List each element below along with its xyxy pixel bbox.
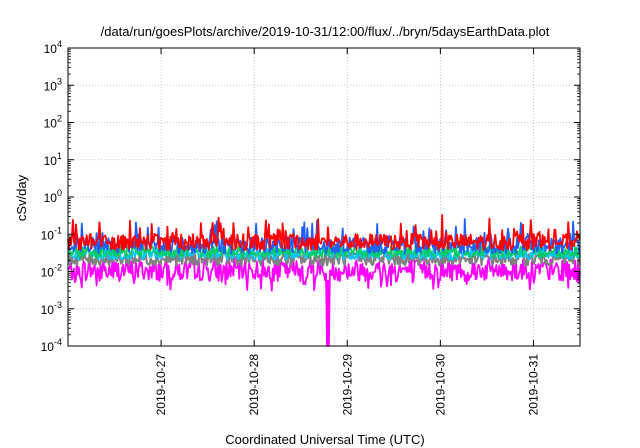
series-layer xyxy=(67,214,581,347)
y-tick-exponent: -2 xyxy=(54,263,62,273)
y-axis-label: cSv/day xyxy=(14,174,29,221)
x-axis: 2019-10-27 2019-10-28 2019-10-29 2019-10-30… xyxy=(154,48,540,415)
y-tick-base: 10 xyxy=(44,42,58,56)
y-tick-exponent: 4 xyxy=(57,39,62,49)
y-tick-exponent: 1 xyxy=(57,151,62,161)
y-tick-base: 10 xyxy=(41,340,55,354)
y-tick-exponent: -4 xyxy=(54,337,62,347)
y-tick-label: 104 xyxy=(44,39,62,56)
y-tick-label: 10-3 xyxy=(41,300,62,317)
x-tick-label: 2019-10-27 xyxy=(154,354,168,416)
y-tick-exponent: -1 xyxy=(54,225,62,235)
x-axis-label: Coordinated Universal Time (UTC) xyxy=(225,432,424,447)
x-tick-label: 2019-10-29 xyxy=(340,354,354,416)
x-tick-label: 2019-10-31 xyxy=(526,354,540,416)
chart-title: /data/run/goesPlots/archive/2019-10-31/1… xyxy=(101,24,550,39)
y-tick-base: 10 xyxy=(44,191,58,205)
y-tick-label: 10-4 xyxy=(41,337,62,354)
y-tick-label: 103 xyxy=(44,76,62,93)
y-tick-exponent: 0 xyxy=(57,188,62,198)
series-line xyxy=(67,214,581,252)
y-tick-base: 10 xyxy=(44,154,58,168)
y-tick-exponent: 3 xyxy=(57,76,62,86)
x-tick-label: 2019-10-30 xyxy=(433,354,447,416)
y-tick-base: 10 xyxy=(41,303,55,317)
series-line xyxy=(67,257,581,347)
y-tick-label: 10-2 xyxy=(41,263,62,280)
y-tick-base: 10 xyxy=(44,117,58,131)
y-tick-label: 10-1 xyxy=(41,225,62,242)
y-tick-exponent: 2 xyxy=(57,114,62,124)
y-tick-base: 10 xyxy=(41,266,55,280)
y-tick-label: 101 xyxy=(44,151,62,168)
y-tick-base: 10 xyxy=(44,79,58,93)
y-tick-label: 100 xyxy=(44,188,62,205)
x-tick-label: 2019-10-28 xyxy=(247,354,261,416)
y-tick-label: 102 xyxy=(44,114,62,131)
y-tick-exponent: -3 xyxy=(54,300,62,310)
grid xyxy=(68,48,580,346)
y-tick-base: 10 xyxy=(41,228,55,242)
